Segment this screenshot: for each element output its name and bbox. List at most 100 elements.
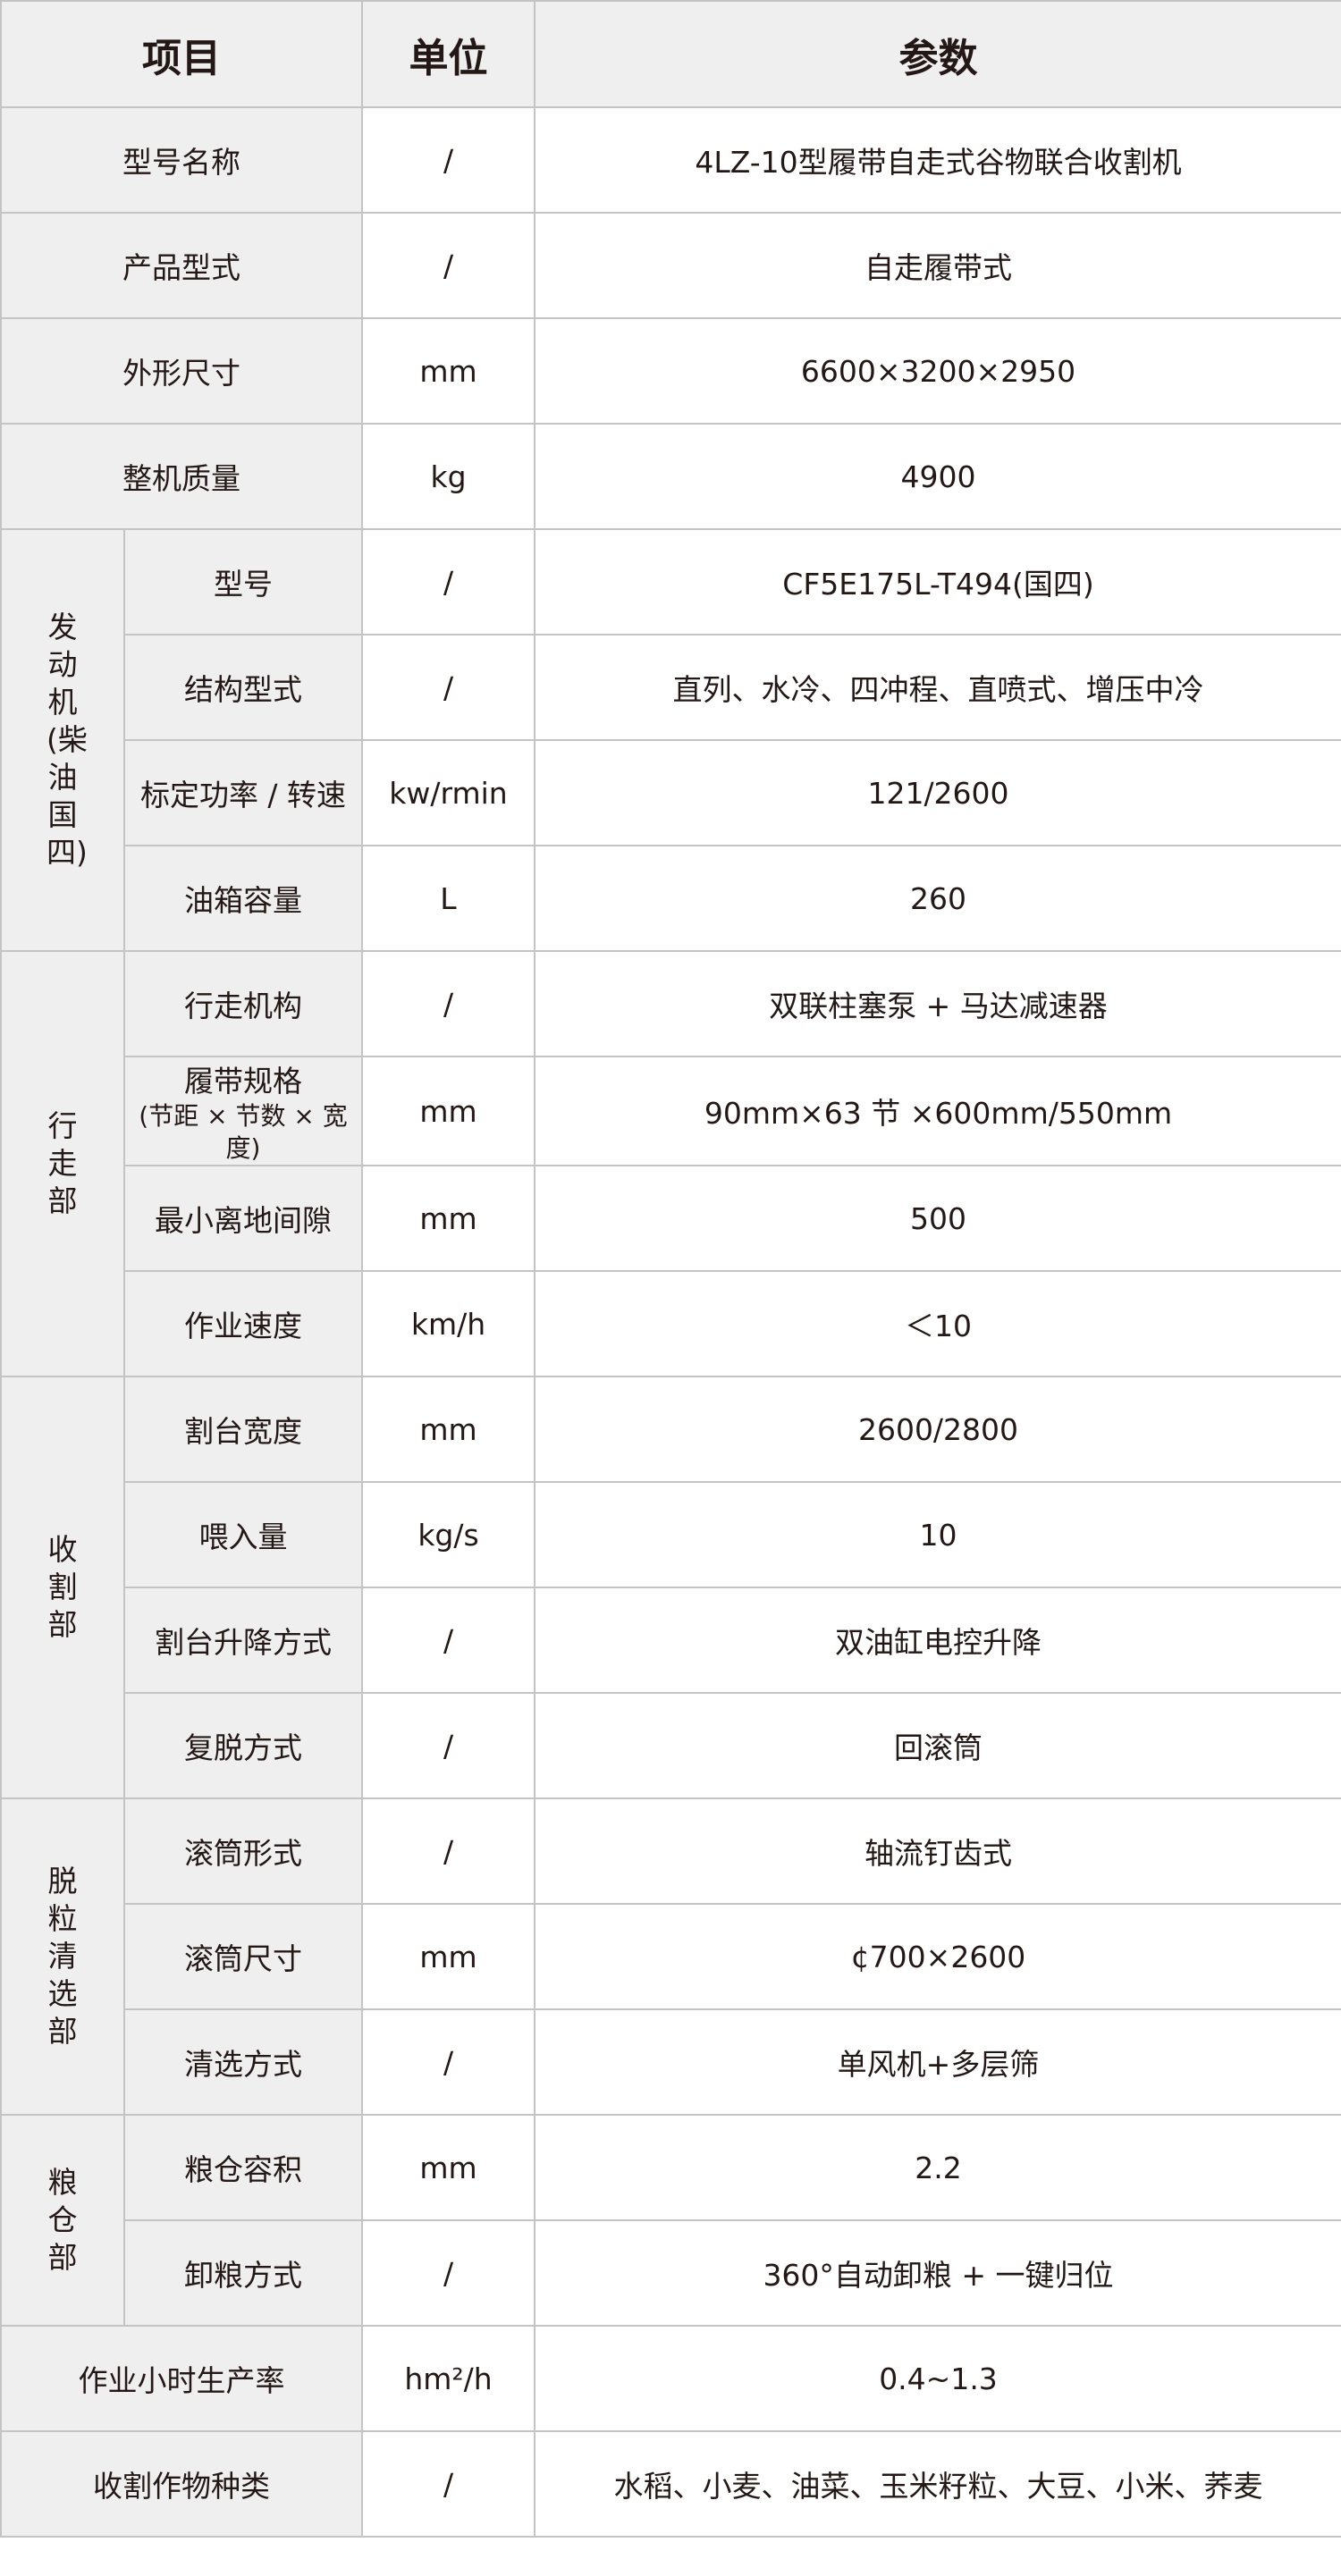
- group-label-harvest: 收割部: [0, 1376, 125, 1799]
- row-unit: mm: [361, 1165, 536, 1272]
- row-unit: /: [361, 2008, 536, 2116]
- group-text: 收割部: [47, 1532, 78, 1642]
- row-label-text: 复脱方式: [184, 1730, 302, 1765]
- table-row: 整机质量 kg 4900: [0, 423, 1341, 530]
- group-text: 发动机(柴油 国四): [46, 610, 88, 870]
- row-label-text: 滚筒尺寸: [184, 1941, 302, 1976]
- table-row: 行走部 行走机构 / 双联柱塞泵 + 马达减速器: [0, 950, 1341, 1377]
- header-unit: 单位: [361, 0, 536, 108]
- row-label: 清选方式: [123, 2008, 363, 2116]
- table-row: 复脱方式 / 回滚筒: [1, 1692, 1341, 1799]
- table-row: 外形尺寸 mm 6600×3200×2950: [0, 317, 1341, 425]
- row-value: 双油缸电控升降: [534, 1587, 1341, 1694]
- row-label: 产品型式: [0, 212, 363, 319]
- row-unit: kg: [361, 423, 536, 530]
- row-value: 双联柱塞泵 + 马达减速器: [534, 950, 1341, 1057]
- row-value: 0.4~1.3: [534, 2325, 1341, 2432]
- group-label-engine: 发动机(柴油 国四): [0, 528, 125, 952]
- row-unit: mm: [361, 2114, 536, 2221]
- row-label: 整机质量: [0, 423, 363, 530]
- row-label-text: 喂入量: [198, 1520, 288, 1554]
- row-label: 割台宽度: [123, 1376, 363, 1483]
- row-label-text: 滚筒形式: [184, 1836, 302, 1871]
- header-param: 参数: [534, 0, 1341, 108]
- row-label-text: 清选方式: [184, 2047, 302, 2082]
- group-label-grain: 粮仓部: [0, 2114, 125, 2327]
- table-row: 标定功率 / 转速 kw/rmin 121/2600: [1, 739, 1341, 846]
- group-text: 粮仓部: [47, 2165, 78, 2275]
- table-row: 发动机(柴油 国四) 型号 / CF5E175L-T494(国四): [0, 528, 1341, 952]
- row-label-text: 行走机构: [184, 989, 302, 1023]
- row-value: 4900: [534, 423, 1341, 530]
- row-value: 4LZ-10型履带自走式谷物联合收割机: [534, 106, 1341, 214]
- table-row: 脱粒清选部 滚筒形式 / 轴流钉齿式: [0, 1797, 1341, 2116]
- row-label: 外形尺寸: [0, 317, 363, 425]
- row-label: 作业小时生产率: [0, 2325, 363, 2432]
- table-row: 滚筒尺寸 mm ¢700×2600: [1, 1903, 1341, 2010]
- header-row: 项目 单位 参数: [0, 0, 1341, 108]
- row-unit: /: [361, 950, 536, 1057]
- table-row: 履带规格 (节距 × 节数 × 宽度) mm 90mm×63 节 ×600mm/5…: [1, 1056, 1341, 1166]
- table-row: 清选方式 / 单风机+多层筛: [1, 2008, 1341, 2116]
- table-row: 割台升降方式 / 双油缸电控升降: [1, 1587, 1341, 1694]
- row-value: 6600×3200×2950: [534, 317, 1341, 425]
- table-row: 收割部 割台宽度 mm 2600/2800: [0, 1376, 1341, 1799]
- row-unit: /: [361, 1692, 536, 1799]
- row-value: 水稻、小麦、油菜、玉米籽粒、大豆、小米、荞麦: [534, 2430, 1341, 2538]
- row-value: 2.2: [534, 2114, 1341, 2221]
- row-unit: mm: [361, 1903, 536, 2010]
- row-label-text: 割台宽度: [184, 1414, 302, 1449]
- row-label: 粮仓容积: [123, 2114, 363, 2221]
- row-value: 自走履带式: [534, 212, 1341, 319]
- row-label-text: 作业速度: [184, 1309, 302, 1343]
- row-unit: /: [361, 2430, 536, 2538]
- row-label: 复脱方式: [123, 1692, 363, 1799]
- table-row: 型号名称 / 4LZ-10型履带自走式谷物联合收割机: [0, 106, 1341, 214]
- row-value: 2600/2800: [534, 1376, 1341, 1483]
- row-value: ＜10: [534, 1270, 1341, 1377]
- row-label-text: 割台升降方式: [155, 1625, 332, 1660]
- table-row: 作业速度 km/h ＜10: [1, 1270, 1341, 1377]
- row-label: 作业速度: [123, 1270, 363, 1377]
- row-value: 10: [534, 1481, 1341, 1588]
- row-unit: /: [361, 634, 536, 741]
- row-label-text: 型号: [214, 567, 273, 602]
- row-label-text: 最小离地间隙: [155, 1203, 332, 1238]
- group-text: 脱粒清选部: [47, 1864, 78, 2049]
- row-label: 行走机构: [123, 950, 363, 1057]
- row-label: 收割作物种类: [0, 2430, 363, 2538]
- row-unit: kw/rmin: [361, 739, 536, 846]
- row-value: 直列、水冷、四冲程、直喷式、增压中冷: [534, 634, 1341, 741]
- table-row: 粮仓部 粮仓容积 mm 2.2: [0, 2114, 1341, 2327]
- row-label: 标定功率 / 转速: [123, 739, 363, 846]
- row-label: 割台升降方式: [123, 1587, 363, 1694]
- row-value: 90mm×63 节 ×600mm/550mm: [534, 1056, 1341, 1166]
- row-unit: mm: [361, 1056, 536, 1166]
- row-unit: /: [361, 528, 536, 636]
- row-label-text: 履带规格: [184, 1064, 302, 1099]
- row-unit: hm²/h: [361, 2325, 536, 2432]
- row-value: 轴流钉齿式: [534, 1797, 1341, 1905]
- row-unit: kg/s: [361, 1481, 536, 1588]
- table-row: 作业小时生产率 hm²/h 0.4~1.3: [0, 2325, 1341, 2432]
- row-value: 360°自动卸粮 + 一键归位: [534, 2219, 1341, 2327]
- row-label: 滚筒形式: [123, 1797, 363, 1905]
- table-row: 结构型式 / 直列、水冷、四冲程、直喷式、增压中冷: [1, 634, 1341, 741]
- table-row: 最小离地间隙 mm 500: [1, 1165, 1341, 1272]
- row-label-text: 卸粮方式: [184, 2258, 302, 2293]
- table-row: 喂入量 kg/s 10: [1, 1481, 1341, 1588]
- row-label: 喂入量: [123, 1481, 363, 1588]
- row-unit: /: [361, 1797, 536, 1905]
- row-unit: mm: [361, 317, 536, 425]
- row-label: 油箱容量: [123, 845, 363, 952]
- row-label: 最小离地间隙: [123, 1165, 363, 1272]
- row-label-text: 标定功率 / 转速: [139, 778, 347, 812]
- row-sublabel: (节距 × 节数 × 宽度): [139, 1101, 348, 1163]
- group-text: 行走部: [47, 1108, 78, 1218]
- row-unit: /: [361, 212, 536, 319]
- row-unit: km/h: [361, 1270, 536, 1377]
- row-label: 卸粮方式: [123, 2219, 363, 2327]
- row-unit: mm: [361, 1376, 536, 1483]
- row-label: 滚筒尺寸: [123, 1903, 363, 2010]
- row-value: ¢700×2600: [534, 1903, 1341, 2010]
